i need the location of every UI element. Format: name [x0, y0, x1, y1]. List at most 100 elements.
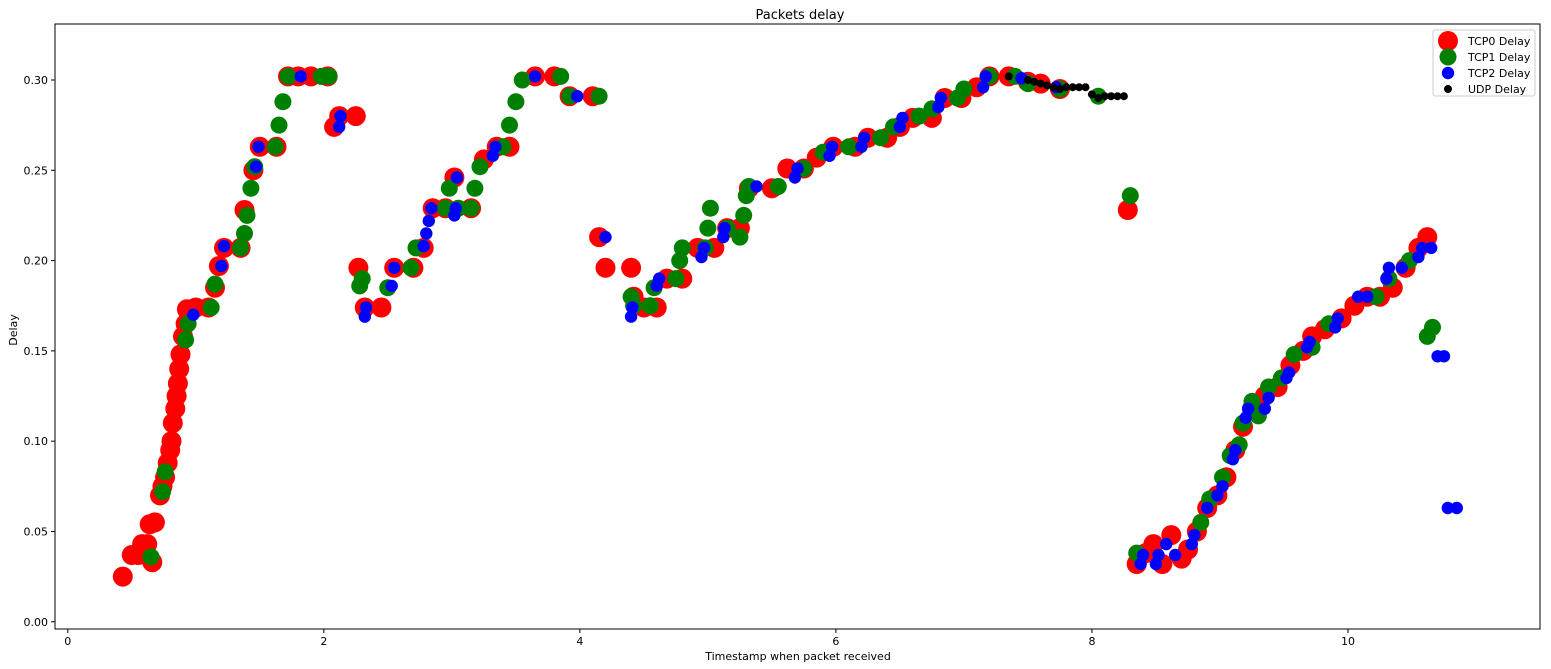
data-point — [385, 279, 398, 293]
data-point — [1043, 81, 1052, 90]
data-point — [320, 67, 338, 85]
data-point — [358, 310, 371, 323]
data-point — [979, 70, 992, 83]
data-point — [274, 93, 292, 111]
legend-label: TCP2 Delay — [1467, 67, 1531, 80]
legend-marker — [1438, 31, 1458, 51]
data-point — [449, 202, 462, 215]
data-point — [1188, 528, 1201, 542]
data-point — [1087, 90, 1096, 99]
data-point — [232, 239, 250, 257]
data-point — [238, 206, 256, 224]
data-point — [934, 91, 948, 105]
data-point — [1068, 83, 1077, 92]
data-point — [1062, 83, 1071, 92]
data-point — [345, 106, 366, 127]
data-point — [242, 179, 260, 197]
series-2 — [187, 70, 1464, 571]
data-point — [215, 259, 228, 273]
x-tick-label: 8 — [1088, 635, 1095, 648]
x-tick-label: 6 — [832, 635, 839, 648]
y-tick-label: 0.10 — [24, 435, 49, 448]
data-point — [417, 239, 430, 253]
data-point — [206, 275, 224, 293]
data-point — [170, 344, 191, 365]
y-tick-label: 0.00 — [24, 616, 49, 629]
data-point — [1075, 83, 1084, 92]
data-point — [825, 140, 839, 153]
data-point — [731, 228, 749, 246]
data-point — [466, 179, 484, 197]
data-point — [169, 358, 190, 379]
data-point — [501, 116, 518, 134]
data-point — [1192, 513, 1210, 531]
data-point — [489, 140, 502, 153]
data-point — [1361, 290, 1374, 303]
data-point — [1214, 468, 1231, 486]
data-point — [571, 90, 584, 103]
data-point — [1229, 444, 1242, 457]
legend-label: TCP1 Delay — [1467, 51, 1531, 64]
data-point — [425, 202, 438, 215]
data-point — [177, 331, 195, 349]
data-point — [1282, 366, 1296, 379]
data-point — [667, 270, 685, 288]
data-point — [791, 162, 804, 175]
data-point — [528, 70, 542, 83]
data-point — [1049, 83, 1058, 92]
axes — [54, 23, 1541, 630]
data-point — [1107, 92, 1116, 101]
data-point — [422, 214, 435, 228]
data-point — [699, 219, 717, 237]
data-point — [1030, 77, 1039, 86]
data-point — [718, 221, 731, 235]
data-point — [1211, 489, 1224, 502]
data-point — [279, 67, 297, 85]
legend-marker — [1444, 85, 1452, 93]
data-point — [840, 138, 858, 156]
data-point — [1136, 548, 1150, 562]
data-point — [1201, 501, 1214, 515]
data-point — [1395, 261, 1408, 274]
legend: TCP0 Delay TCP1 Delay TCP2 Delay UDP Delay — [1432, 29, 1536, 97]
data-point — [371, 297, 392, 318]
data-point — [142, 548, 160, 566]
data-point — [1331, 312, 1344, 325]
data-point — [1121, 187, 1139, 205]
data-point — [641, 297, 659, 315]
data-point — [673, 239, 691, 257]
data-point — [161, 431, 182, 452]
data-point — [167, 373, 188, 394]
data-point — [1160, 537, 1173, 551]
data-point — [1260, 378, 1278, 396]
data-point — [450, 171, 464, 184]
data-point — [1416, 241, 1429, 255]
data-point — [653, 272, 666, 285]
x-tick-label: 0 — [64, 635, 71, 648]
data-point — [590, 87, 608, 105]
data-point — [599, 230, 612, 244]
data-point — [955, 80, 973, 98]
data-point — [144, 512, 165, 533]
data-point — [270, 116, 288, 134]
data-point — [1113, 92, 1122, 101]
data-point — [334, 109, 347, 123]
data-point — [595, 257, 616, 278]
legend-marker — [1439, 48, 1457, 66]
data-point — [156, 463, 174, 481]
data-point — [1094, 94, 1103, 102]
data-point — [266, 138, 284, 156]
data-point — [750, 180, 763, 193]
y-tick-label: 0.05 — [24, 525, 49, 538]
data-point — [1352, 290, 1365, 303]
data-point — [1441, 501, 1455, 515]
y-axis-ticks: 0.00 0.05 0.10 0.15 0.20 0.25 0.30 — [24, 74, 55, 629]
data-point — [236, 225, 253, 242]
data-point — [872, 129, 890, 147]
data-point — [735, 206, 753, 224]
data-point — [857, 131, 871, 144]
plot-frame — [54, 23, 1541, 630]
series-0 — [112, 66, 1438, 587]
y-tick-label: 0.15 — [24, 345, 49, 358]
data-point — [217, 239, 231, 253]
